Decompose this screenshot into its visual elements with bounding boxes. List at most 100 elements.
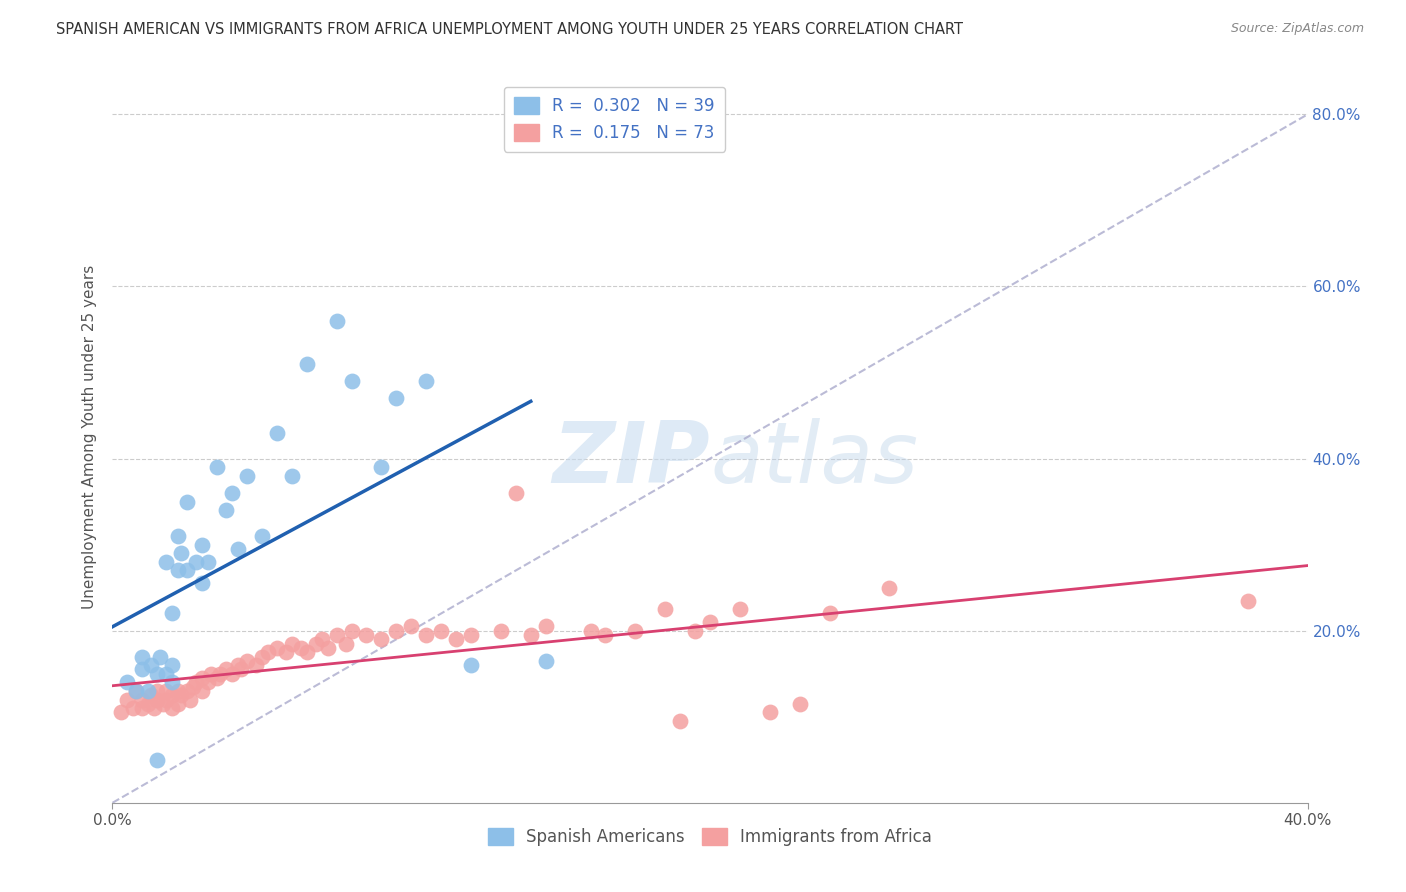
Point: [266, 425, 288, 440]
Point: [162, 658, 183, 673]
Point: [191, 671, 214, 685]
Point: [879, 581, 901, 595]
Point: [138, 684, 160, 698]
Point: [654, 602, 676, 616]
Point: [728, 602, 751, 616]
Point: [176, 684, 198, 698]
Point: [162, 607, 183, 621]
Point: [415, 628, 437, 642]
Point: [125, 684, 148, 698]
Point: [624, 624, 647, 638]
Point: [131, 701, 153, 715]
Point: [215, 503, 238, 517]
Point: [146, 684, 169, 698]
Point: [489, 624, 512, 638]
Text: SPANISH AMERICAN VS IMMIGRANTS FROM AFRICA UNEMPLOYMENT AMONG YOUTH UNDER 25 YEA: SPANISH AMERICAN VS IMMIGRANTS FROM AFRI…: [56, 22, 963, 37]
Point: [415, 374, 437, 388]
Point: [170, 688, 193, 702]
Point: [385, 624, 408, 638]
Point: [131, 662, 153, 676]
Point: [245, 658, 267, 673]
Point: [759, 706, 782, 720]
Point: [520, 628, 543, 642]
Point: [505, 486, 527, 500]
Point: [205, 460, 228, 475]
Point: [209, 666, 232, 681]
Point: [110, 706, 132, 720]
Point: [125, 684, 148, 698]
Point: [295, 645, 318, 659]
Point: [534, 619, 557, 633]
Point: [155, 684, 177, 698]
Point: [305, 637, 328, 651]
Point: [290, 640, 312, 655]
Point: [162, 688, 183, 702]
Point: [534, 654, 557, 668]
Text: Source: ZipAtlas.com: Source: ZipAtlas.com: [1230, 22, 1364, 36]
Point: [205, 671, 228, 685]
Legend: Spanish Americans, Immigrants from Africa: Spanish Americans, Immigrants from Afric…: [481, 822, 939, 853]
Point: [146, 692, 169, 706]
Point: [162, 675, 183, 690]
Point: [281, 637, 304, 651]
Point: [176, 494, 198, 508]
Point: [191, 538, 214, 552]
Point: [122, 701, 145, 715]
Point: [221, 486, 243, 500]
Point: [181, 680, 204, 694]
Point: [250, 649, 273, 664]
Point: [141, 688, 163, 702]
Point: [335, 637, 357, 651]
Point: [117, 675, 139, 690]
Point: [669, 714, 692, 728]
Point: [236, 654, 259, 668]
Point: [186, 555, 208, 569]
Point: [325, 628, 347, 642]
Point: [595, 628, 617, 642]
Point: [152, 697, 174, 711]
Point: [170, 546, 193, 560]
Point: [226, 541, 249, 556]
Text: atlas: atlas: [710, 417, 918, 500]
Point: [401, 619, 423, 633]
Point: [311, 632, 333, 647]
Point: [281, 468, 304, 483]
Point: [162, 701, 183, 715]
Point: [1237, 593, 1260, 607]
Point: [167, 529, 190, 543]
Point: [370, 632, 392, 647]
Point: [143, 701, 166, 715]
Point: [215, 662, 238, 676]
Point: [295, 357, 318, 371]
Point: [176, 564, 198, 578]
Point: [191, 684, 214, 698]
Point: [385, 392, 408, 406]
Point: [340, 374, 363, 388]
Point: [274, 645, 297, 659]
Point: [149, 649, 172, 664]
Point: [155, 666, 177, 681]
Point: [167, 697, 190, 711]
Point: [191, 576, 214, 591]
Point: [460, 628, 482, 642]
Text: ZIP: ZIP: [553, 417, 710, 500]
Point: [200, 666, 222, 681]
Y-axis label: Unemployment Among Youth under 25 years: Unemployment Among Youth under 25 years: [82, 265, 97, 609]
Point: [257, 645, 280, 659]
Point: [370, 460, 392, 475]
Point: [131, 692, 153, 706]
Point: [250, 529, 273, 543]
Point: [340, 624, 363, 638]
Point: [167, 684, 190, 698]
Point: [266, 640, 288, 655]
Point: [155, 555, 177, 569]
Point: [197, 675, 219, 690]
Point: [146, 753, 169, 767]
Point: [236, 468, 259, 483]
Point: [316, 640, 339, 655]
Point: [141, 658, 163, 673]
Point: [186, 675, 208, 690]
Point: [460, 658, 482, 673]
Point: [356, 628, 378, 642]
Point: [131, 649, 153, 664]
